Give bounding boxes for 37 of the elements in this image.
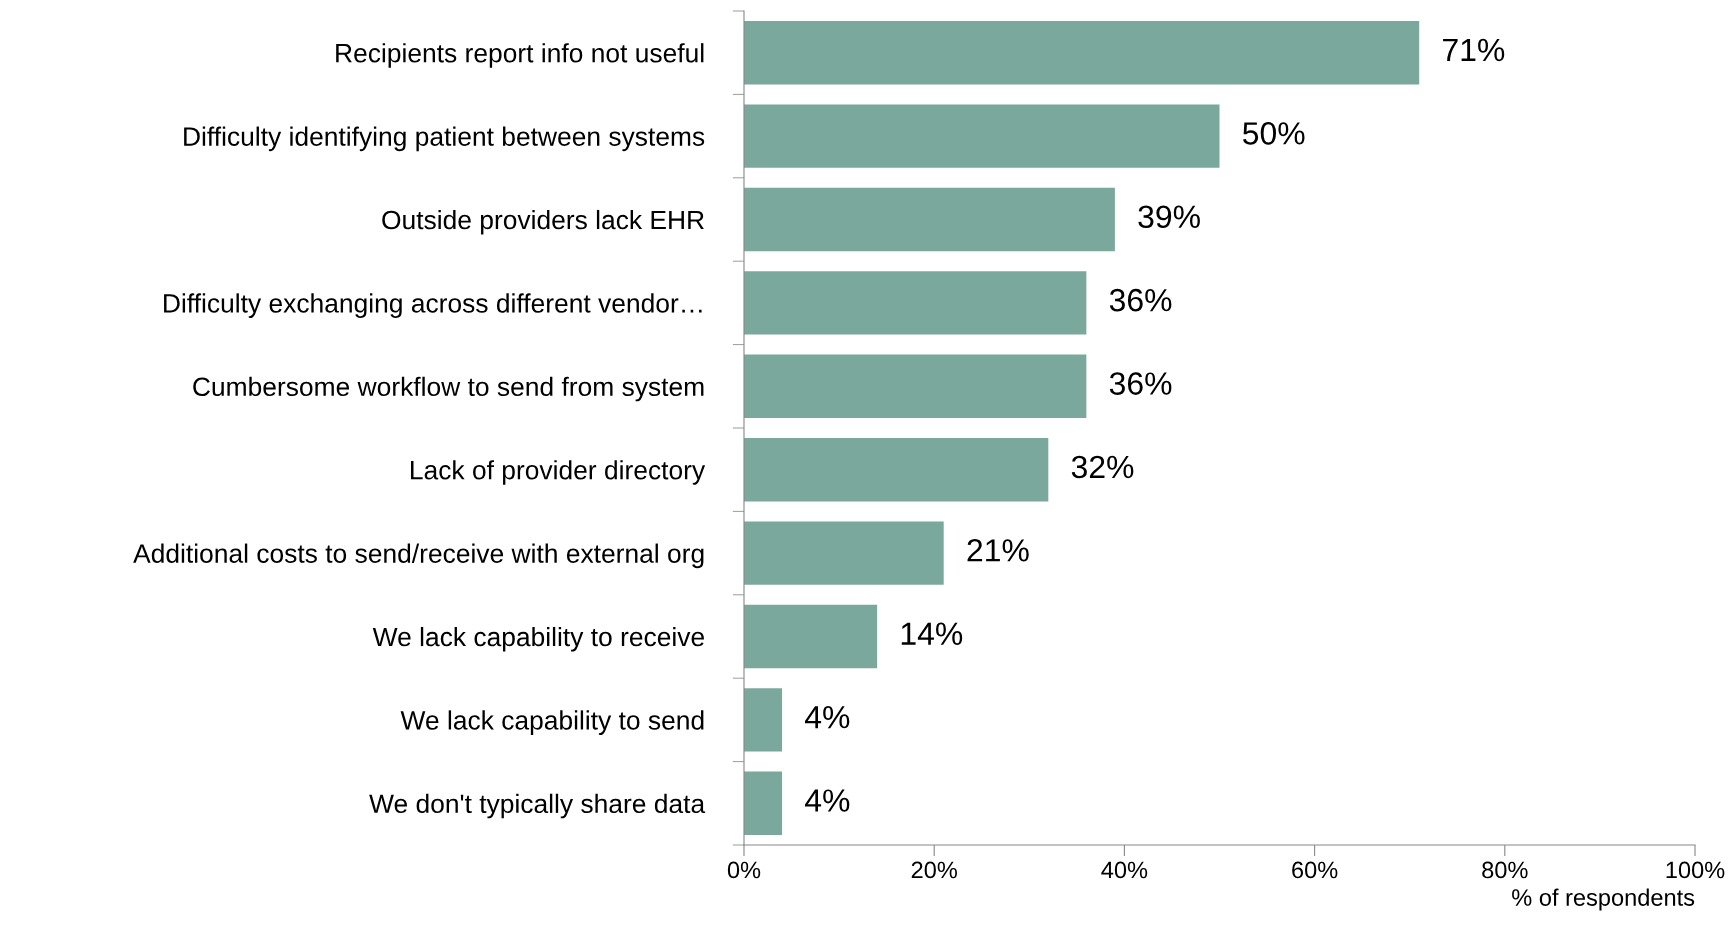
y-tick-label: Recipients report info not useful — [336, 43, 704, 68]
bar — [744, 271, 1087, 335]
bar — [744, 104, 1220, 168]
y-tick-label: We don't typically share data — [369, 793, 706, 819]
x-tick-label: 40% — [1101, 861, 1148, 879]
bar — [744, 438, 1049, 502]
y-tick-label: Outside providers lack EHR — [382, 209, 704, 235]
y-tick-label: Difficulty identifying patient between systems — [184, 126, 705, 152]
data-label: 71% — [1443, 38, 1505, 62]
data-label: 39% — [1138, 205, 1200, 229]
data-label: 14% — [901, 622, 963, 645]
data-label: 36% — [1109, 288, 1172, 312]
y-tick-label: We lack capability to send — [400, 710, 704, 735]
y-tick-label: Lack of provider directory — [411, 460, 706, 485]
x-tick-label: 100% — [1666, 861, 1725, 879]
x-tick-label: 60% — [1292, 861, 1338, 879]
data-label: 4% — [805, 789, 850, 812]
y-tick-label: Difficulty exchanging across different vendor… — [164, 293, 702, 318]
bar — [744, 688, 783, 752]
y-tick-label: Cumbersome workflow to send from system — [193, 376, 704, 402]
data-label: 50% — [1243, 122, 1305, 145]
bar — [744, 521, 944, 585]
bar — [744, 21, 1420, 85]
y-tick-label: Additional costs to send/receive with external org — [133, 543, 704, 569]
x-axis-title: % of respondents — [1512, 888, 1695, 911]
data-label: 36% — [1109, 372, 1172, 395]
x-tick-label: 20% — [911, 861, 957, 879]
x-tick-label: 0% — [727, 861, 761, 879]
bar — [744, 771, 783, 835]
data-label: 32% — [1071, 455, 1134, 479]
bar — [744, 604, 878, 669]
bar — [744, 354, 1087, 418]
y-tick-label: We lack capability to receive — [372, 626, 704, 652]
data-label: 21% — [967, 539, 1029, 562]
bar — [744, 187, 1115, 252]
x-tick-label: 80% — [1482, 861, 1528, 879]
data-label: 4% — [805, 705, 850, 729]
